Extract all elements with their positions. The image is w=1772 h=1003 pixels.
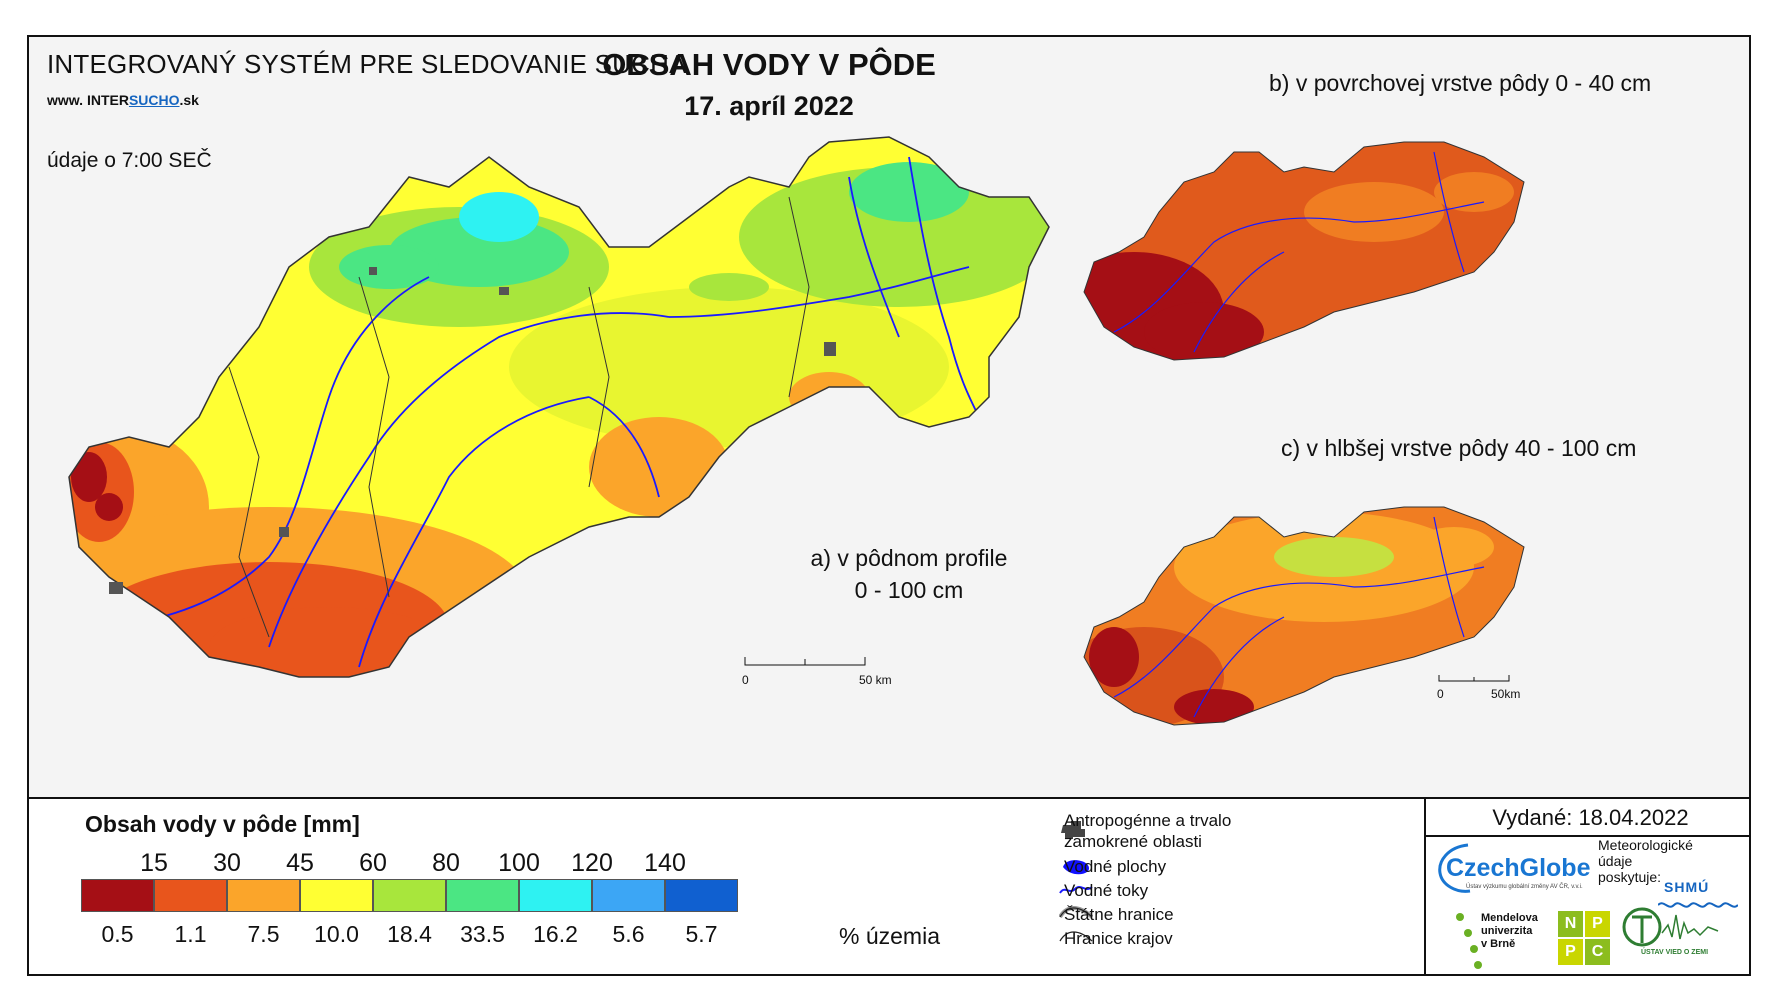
legend-rivers: Vodné toky <box>1064 881 1149 900</box>
legend-threshold: 60 <box>359 849 387 877</box>
percent-unit: % územia <box>839 923 940 949</box>
legend-region-border: Hranice krajov <box>1064 929 1173 948</box>
legend-percentage: 18.4 <box>387 921 432 947</box>
river-icon <box>1059 886 1093 894</box>
scale-main-start: 0 <box>742 673 749 687</box>
legend-threshold: 140 <box>644 849 686 877</box>
map-c-subsoil <box>1083 506 1525 726</box>
scale-bar-main <box>744 657 866 666</box>
mendel-dots-icon <box>1456 913 1482 969</box>
map-c-label: c) v hlbšej vrstve pôdy 40 - 100 cm <box>1281 435 1637 461</box>
legend-percentage: 5.6 <box>612 921 645 947</box>
map-a-soil-profile <box>68 136 1050 678</box>
scale-small-start: 0 <box>1437 687 1444 701</box>
legend-swatch <box>227 879 300 912</box>
scale-bar-small <box>1438 675 1510 682</box>
legend-panel: Obsah vody v pôde [mm] 15 30 45 60 80 100 120 1… <box>29 797 1749 974</box>
website-url[interactable]: www. INTERSUCHO.sk <box>47 92 199 108</box>
legend-swatch <box>373 879 446 912</box>
page-title: OBSAH VODY V PÔDE <box>602 47 936 82</box>
time-note: údaje o 7:00 SEČ <box>47 149 212 172</box>
legend-percentage: 33.5 <box>460 921 505 947</box>
nppc-logo: N P P C <box>1558 911 1610 965</box>
map-a-depth: 0 - 100 cm <box>854 577 964 603</box>
water-body-icon <box>1063 860 1089 875</box>
shmu-logo: SHMÚ <box>1664 879 1710 895</box>
legend-swatch <box>446 879 519 912</box>
legend-percentage: 1.1 <box>174 921 207 947</box>
legend-percentage: 10.0 <box>314 921 359 947</box>
legend-swatch <box>81 879 154 912</box>
legend-state-border: Štátne hranice <box>1064 905 1174 924</box>
legend-percentage: 16.2 <box>533 921 578 947</box>
legend-swatch <box>154 879 227 912</box>
legend-threshold: 15 <box>140 849 168 877</box>
legend-percentage: 0.5 <box>101 921 134 947</box>
issued-date: Vydané: 18.04.2022 <box>1426 805 1749 837</box>
map-b-label: b) v povrchovej vrstve pôdy 0 - 40 cm <box>1269 70 1652 96</box>
legend-anthropogenic-line1: Antropogénne a trvalo <box>1064 811 1232 830</box>
issuer-panel: Vydané: 18.04.2022 CzechGlobe Ústav výzk… <box>1424 799 1749 974</box>
shmu-wave-icon <box>1658 902 1738 908</box>
anthropogenic-area-icon <box>1061 821 1085 839</box>
legend-threshold: 45 <box>286 849 314 877</box>
legend-swatch <box>519 879 592 912</box>
legend-threshold: 100 <box>498 849 540 877</box>
system-title: INTEGROVANÝ SYSTÉM PRE SLEDOVANIE SUCHA <box>47 49 687 79</box>
scale-main-end: 50 km <box>859 673 892 687</box>
uvz-logo-icon <box>1622 907 1719 947</box>
uvz-logo-text: ÚSTAV VIED O ZEMI <box>1641 949 1709 956</box>
legend-threshold: 80 <box>432 849 460 877</box>
legend-threshold: 30 <box>213 849 241 877</box>
legend-swatch <box>592 879 665 912</box>
mendel-university-logo: Mendelova univerzita v Brně <box>1481 912 1538 950</box>
legend-percentage: 5.7 <box>685 921 718 947</box>
legend-swatch <box>300 879 373 912</box>
scale-small-end: 50km <box>1491 687 1521 701</box>
legend-threshold: 120 <box>571 849 613 877</box>
map-b-topsoil <box>1083 141 1525 361</box>
legend-title: Obsah vody v pôde [mm] <box>85 811 360 837</box>
map-date: 17. apríl 2022 <box>684 91 854 121</box>
legend-water-bodies: Vodné plochy <box>1064 857 1167 876</box>
legend-percentage: 7.5 <box>247 921 280 947</box>
legend-swatch <box>665 879 738 912</box>
czechglobe-logo-text: CzechGlobe <box>1446 854 1591 882</box>
legend-anthropogenic-line2: zamokrené oblasti <box>1064 832 1202 851</box>
region-border-icon <box>1059 931 1093 942</box>
czechglobe-logo-icon <box>1438 843 1471 893</box>
state-border-icon <box>1059 906 1093 919</box>
map-sheet: INTEGROVANÝ SYSTÉM PRE SLEDOVANIE SUCHA … <box>27 35 1751 976</box>
czechglobe-subtitle: Ústav výzkumu globální změny AV ČR, v.v.… <box>1466 884 1583 890</box>
map-a-label: a) v pôdnom profile <box>810 545 1008 571</box>
meteo-provider-note: Meteorologické údaje poskytuje: <box>1598 837 1693 885</box>
